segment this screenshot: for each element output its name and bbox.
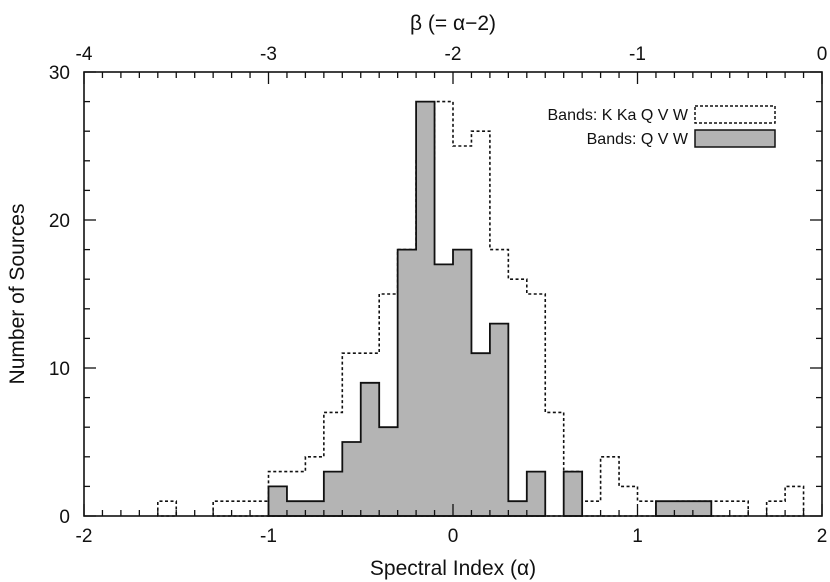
y-tick-label: 20 <box>49 211 70 232</box>
y-tick-label: 30 <box>49 63 70 84</box>
top-tick-label: -4 <box>76 44 93 65</box>
x-tick-label: 2 <box>817 526 828 547</box>
x-tick-label: 0 <box>448 526 459 547</box>
top-tick-labels: -4 -3 -2 -1 0 <box>76 44 828 65</box>
top-tick-label: -3 <box>260 44 277 65</box>
legend-swatch-dotted <box>694 105 776 124</box>
x-tick-label: -2 <box>76 526 93 547</box>
top-axis-title: β (= α−2) <box>410 12 496 35</box>
legend-swatch-filled <box>694 129 776 148</box>
dotted-series-group <box>157 100 805 517</box>
y-tick-label: 0 <box>59 507 70 528</box>
top-tick-label: -2 <box>445 44 462 65</box>
y-axis-title: Number of Sources <box>6 204 29 385</box>
left-tick-labels: 0 10 20 30 <box>49 63 70 528</box>
y-tick-label: 10 <box>49 359 70 380</box>
x-tick-label: -1 <box>260 526 277 547</box>
x-tick-label: 1 <box>632 526 643 547</box>
bottom-tick-labels: -2 -1 0 1 2 <box>76 526 828 547</box>
top-tick-label: -1 <box>629 44 646 65</box>
legend-label-filled: Bands: Q V W <box>587 131 689 148</box>
ticks-group <box>83 71 823 517</box>
x-axis-title: Spectral Index (α) <box>370 557 536 580</box>
top-tick-label: 0 <box>817 44 828 65</box>
series-dotted-outline <box>157 100 805 517</box>
legend: Bands: K Ka Q V W Bands: Q V W <box>548 105 776 148</box>
legend-label-dotted: Bands: K Ka Q V W <box>548 107 689 124</box>
